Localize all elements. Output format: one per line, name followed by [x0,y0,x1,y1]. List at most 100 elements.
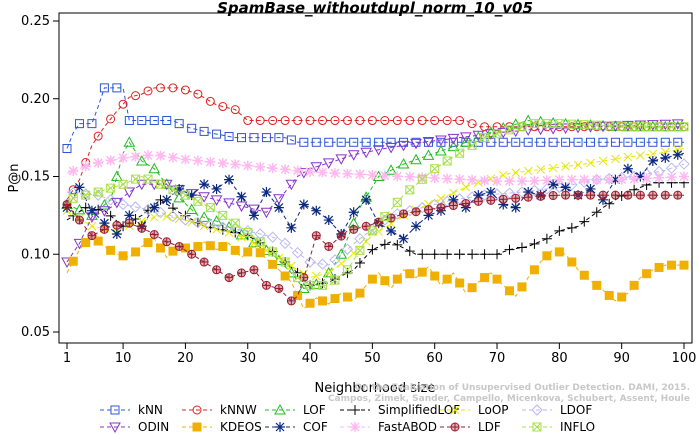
data-point [311,205,322,216]
data-point [386,137,396,147]
data-point [392,239,403,250]
data-point [205,156,216,167]
data-point [268,116,278,126]
data-point [411,221,422,232]
legend-label: FastABOD [378,420,437,434]
data-point [323,215,334,226]
data-point [254,228,266,240]
data-point [168,185,178,195]
data-point [667,260,677,270]
data-point [292,165,303,176]
data-point [386,225,397,236]
data-point [118,152,129,163]
data-point [167,152,178,163]
legend-marker [192,405,202,415]
data-point [524,193,533,202]
data-point [523,166,533,176]
data-point [305,280,315,290]
data-point [100,225,109,234]
data-point [342,292,352,302]
data-point [180,243,190,253]
data-point [617,121,627,131]
data-point [305,298,315,308]
data-point [355,246,365,255]
data-point [199,179,210,190]
data-point [230,105,240,115]
data-point [205,203,215,212]
data-point [422,149,435,160]
data-point [448,194,459,205]
data-point [68,193,78,203]
data-point [585,183,596,194]
data-point [237,268,246,277]
data-point [198,211,210,222]
data-point [262,281,271,290]
legend-item-lof: LOF [265,403,326,417]
legend-item-knn: kNN [100,403,163,417]
data-point [397,140,410,152]
data-point [567,119,577,129]
data-point [549,191,558,200]
data-point [604,121,614,131]
data-point [205,96,215,106]
data-point [81,190,91,200]
data-point [230,245,240,255]
data-point [243,247,253,257]
data-point [217,158,228,169]
data-point [129,201,142,213]
data-point [660,137,670,147]
data-point [111,197,123,209]
data-point [330,275,340,285]
data-point [131,174,141,184]
data-point [123,136,136,147]
y-tick-label: 0.10 [21,247,50,262]
legend-marker [110,405,120,415]
data-point [318,296,328,306]
data-point [143,174,153,184]
data-point [205,203,215,213]
data-point [311,271,321,281]
data-point [286,222,297,233]
data-point [131,247,141,257]
data-point [455,148,464,158]
data-point [317,278,328,289]
legend-label: COF [303,420,328,434]
data-point [629,173,640,184]
data-point [98,198,111,210]
data-point [180,85,190,95]
data-point [322,158,335,169]
data-point [642,122,652,132]
data-point [467,249,478,260]
data-point [423,210,434,221]
data-point [137,116,147,126]
data-point [478,189,491,201]
data-point [316,258,329,270]
data-point [492,129,502,139]
data-point [455,148,465,158]
data-point [529,119,539,129]
data-point [268,247,278,257]
data-point [93,236,103,246]
series-line [66,87,684,149]
data-point [81,238,91,248]
data-point [379,239,390,250]
data-point [391,208,404,220]
legend-item-ldf: LDF [440,420,501,434]
data-point [293,273,302,282]
data-point [648,149,658,159]
data-point [267,163,278,174]
data-point [162,237,171,246]
legend-item-odin: ODIN [100,420,169,434]
legend-label: LOF [303,403,326,417]
data-point [335,154,348,165]
data-point [181,190,190,200]
data-point [255,248,265,258]
data-point [360,147,373,159]
y-tick-label: 0.20 [21,92,50,107]
data-point [480,273,490,283]
data-point [131,91,141,101]
data-point [405,269,415,279]
y-axis: 0.05 0.10 0.15 0.20 0.25 [21,14,59,340]
data-point [548,137,558,147]
data-point [404,246,415,257]
